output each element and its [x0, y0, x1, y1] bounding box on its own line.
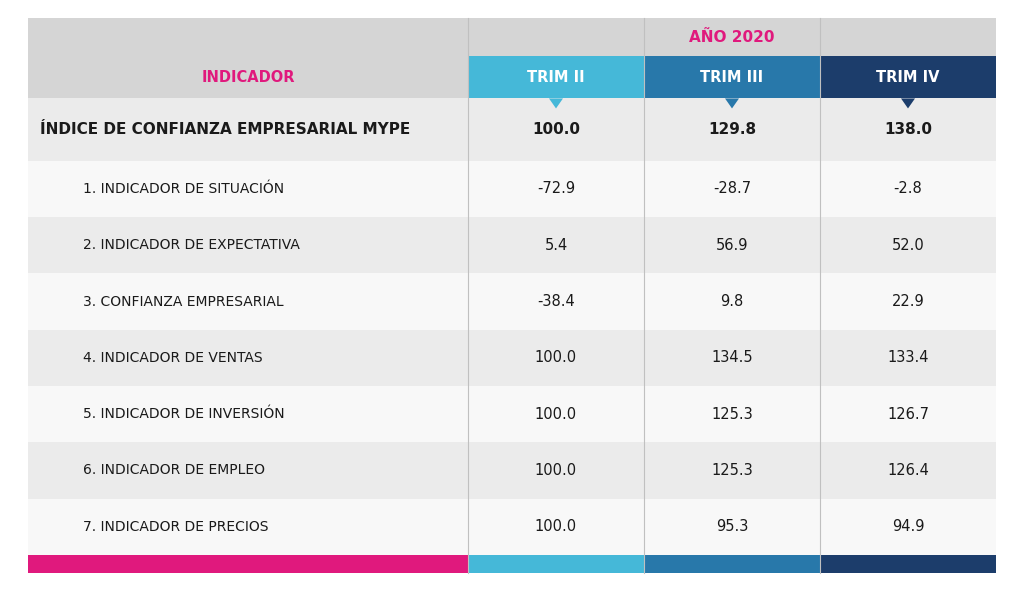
Text: TRIM IV: TRIM IV [877, 70, 940, 85]
Text: 5.4: 5.4 [545, 238, 567, 253]
Text: 4. INDICADOR DE VENTAS: 4. INDICADOR DE VENTAS [83, 351, 262, 365]
Text: 100.0: 100.0 [535, 407, 578, 421]
Text: 126.4: 126.4 [887, 463, 929, 478]
Text: 9.8: 9.8 [720, 294, 743, 309]
Text: 56.9: 56.9 [716, 238, 749, 253]
Bar [28, 99, 996, 161]
Text: 95.3: 95.3 [716, 519, 749, 534]
Polygon shape [725, 99, 739, 108]
Text: 100.0: 100.0 [535, 519, 578, 534]
Text: 3. CONFIANZA EMPRESARIAL: 3. CONFIANZA EMPRESARIAL [83, 294, 284, 309]
Bar [644, 56, 820, 99]
Bar [468, 555, 644, 573]
Text: -28.7: -28.7 [713, 181, 751, 196]
Text: ÍNDICE DE CONFIANZA EMPRESARIAL MYPE: ÍNDICE DE CONFIANZA EMPRESARIAL MYPE [40, 122, 411, 137]
Text: TRIM III: TRIM III [700, 70, 764, 85]
Bar [644, 555, 820, 573]
Bar [28, 161, 996, 217]
Text: 126.7: 126.7 [887, 407, 929, 421]
Text: 100.0: 100.0 [532, 122, 580, 137]
Bar [28, 499, 996, 555]
Text: 133.4: 133.4 [887, 350, 929, 365]
Text: 129.8: 129.8 [708, 122, 756, 137]
Bar [468, 56, 644, 99]
Bar [820, 555, 996, 573]
Bar [28, 386, 996, 442]
Text: 138.0: 138.0 [884, 122, 932, 137]
Bar [28, 18, 468, 56]
Text: -2.8: -2.8 [894, 181, 923, 196]
Text: 134.5: 134.5 [712, 350, 753, 365]
Bar [28, 330, 996, 386]
Text: 52.0: 52.0 [892, 238, 925, 253]
Text: 100.0: 100.0 [535, 350, 578, 365]
Text: 7. INDICADOR DE PRECIOS: 7. INDICADOR DE PRECIOS [83, 519, 268, 534]
Text: 125.3: 125.3 [711, 407, 753, 421]
Bar [468, 18, 996, 56]
Text: TRIM II: TRIM II [527, 70, 585, 85]
Text: -38.4: -38.4 [538, 294, 574, 309]
Text: AÑO 2020: AÑO 2020 [689, 30, 775, 44]
Bar [28, 442, 996, 499]
Text: 5. INDICADOR DE INVERSIÓN: 5. INDICADOR DE INVERSIÓN [83, 407, 285, 421]
Text: 100.0: 100.0 [535, 463, 578, 478]
Polygon shape [901, 99, 915, 108]
Text: 94.9: 94.9 [892, 519, 925, 534]
Text: 125.3: 125.3 [711, 463, 753, 478]
Polygon shape [549, 99, 563, 108]
Text: -72.9: -72.9 [537, 181, 575, 196]
Bar [28, 217, 996, 274]
Text: 2. INDICADOR DE EXPECTATIVA: 2. INDICADOR DE EXPECTATIVA [83, 238, 300, 252]
Text: 22.9: 22.9 [892, 294, 925, 309]
Bar [28, 555, 468, 573]
Text: 1. INDICADOR DE SITUACIÓN: 1. INDICADOR DE SITUACIÓN [83, 182, 284, 196]
Bar [820, 56, 996, 99]
Text: 6. INDICADOR DE EMPLEO: 6. INDICADOR DE EMPLEO [83, 463, 265, 478]
Bar [28, 56, 468, 99]
Text: INDICADOR: INDICADOR [202, 70, 295, 85]
Bar [28, 274, 996, 330]
